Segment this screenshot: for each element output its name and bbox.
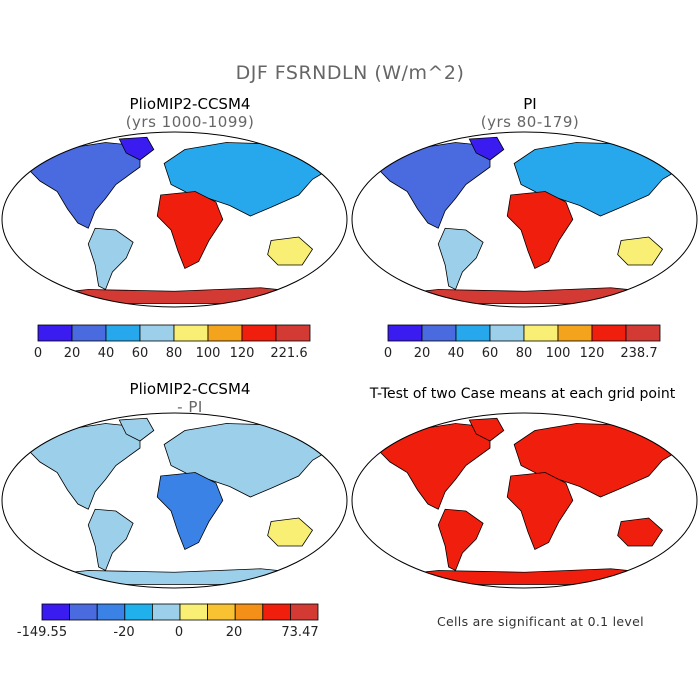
cb1-label: 40 — [97, 346, 115, 361]
colorbar-swatch — [207, 603, 236, 621]
landmass-greenland — [118, 417, 155, 442]
landmass-greenland — [118, 136, 155, 161]
panel2-subtitle: (yrs 80-179) — [480, 113, 580, 131]
significance-note: Cells are significant at 0.1 level — [437, 614, 644, 629]
landmass-africa — [506, 191, 574, 270]
colorbar-swatch — [241, 324, 277, 342]
landmass-africa — [156, 191, 224, 270]
colorbar-swatch — [69, 603, 98, 621]
colorbar-swatch — [387, 324, 423, 342]
cb1-label: 0 — [33, 346, 43, 361]
figure-title: DJF FSRNDLN (W/m^2) — [235, 62, 465, 84]
map-panel-3-shapes — [1, 412, 348, 589]
cb2-label: 238.7 — [620, 346, 658, 361]
cb2-label: 80 — [515, 346, 533, 361]
colorbar-swatch — [289, 603, 319, 621]
landmass-namerica — [25, 423, 141, 510]
landmass-namerica — [25, 142, 141, 229]
map-panel-4-shapes — [351, 412, 698, 589]
cb1-label: 221.6 — [270, 346, 308, 361]
colorbar-swatch — [37, 324, 73, 342]
landmass-antarctica — [35, 287, 314, 304]
colorbar-swatch — [96, 603, 126, 621]
panel1-title: PlioMIP2-CCSM4 — [129, 95, 251, 113]
cb1-label: 120 — [229, 346, 255, 361]
landmass-africa — [506, 472, 574, 551]
colorbar-swatch — [591, 324, 627, 342]
colorbar-swatch — [124, 603, 153, 621]
cb3-label: 73.47 — [281, 625, 319, 640]
panel3-title: PlioMIP2-CCSM4 — [129, 380, 251, 398]
landmass-australia — [617, 236, 664, 266]
map-panel-1-shapes — [1, 131, 348, 308]
panel3-subtitle: - PI — [177, 398, 203, 416]
cb1-label: 100 — [195, 346, 221, 361]
landmass-samerica — [437, 227, 484, 291]
landmass-antarctica — [35, 568, 314, 585]
colorbar-swatch — [105, 324, 141, 342]
landmass-namerica — [375, 423, 491, 510]
cb3-label: -20 — [113, 625, 135, 640]
landmass-antarctica — [385, 287, 664, 304]
cb2-label: 40 — [447, 346, 465, 361]
colorbar-swatch — [173, 324, 209, 342]
cb2-label: 20 — [413, 346, 431, 361]
landmass-australia — [267, 236, 314, 266]
colorbar-swatch — [207, 324, 243, 342]
cb1-label: 60 — [131, 346, 149, 361]
colorbar-swatch — [179, 603, 209, 621]
colorbar-1 — [37, 324, 311, 342]
landmass-samerica — [437, 508, 484, 572]
landmass-antarctica — [385, 568, 664, 585]
colorbar-swatch — [275, 324, 311, 342]
landmass-australia — [267, 517, 314, 547]
map-panel-2-shapes — [351, 131, 698, 308]
landmass-samerica — [87, 227, 134, 291]
landmass-africa — [156, 472, 224, 551]
panel2-title: PI — [523, 95, 537, 113]
colorbar-swatch — [523, 324, 559, 342]
panel4-title: T-Test of two Case means at each grid po… — [369, 386, 676, 402]
colorbar-swatch — [234, 603, 264, 621]
colorbar-swatch — [421, 324, 457, 342]
cb2-label: 100 — [545, 346, 571, 361]
landmass-australia — [617, 517, 664, 547]
landmass-greenland — [468, 136, 505, 161]
colorbar-swatch — [625, 324, 661, 342]
cb3-label: 20 — [225, 625, 243, 640]
colorbar-3 — [41, 603, 319, 621]
colorbar-2 — [387, 324, 661, 342]
colorbar-swatch — [262, 603, 291, 621]
cb2-label: 0 — [383, 346, 393, 361]
cb1-label: 20 — [63, 346, 81, 361]
cb3-label: -149.55 — [16, 625, 68, 640]
colorbar-swatch — [557, 324, 593, 342]
cb3-label: 0 — [174, 625, 184, 640]
cb2-label: 120 — [579, 346, 605, 361]
panel1-subtitle: (yrs 1000-1099) — [125, 113, 255, 131]
colorbar-swatch — [455, 324, 491, 342]
cb2-label: 60 — [481, 346, 499, 361]
colorbar-swatch — [489, 324, 525, 342]
colorbar-swatch — [71, 324, 107, 342]
landmass-namerica — [375, 142, 491, 229]
landmass-samerica — [87, 508, 134, 572]
colorbar-swatch — [139, 324, 175, 342]
colorbar-swatch — [41, 603, 71, 621]
landmass-greenland — [468, 417, 505, 442]
colorbar-swatch — [152, 603, 181, 621]
cb1-label: 80 — [165, 346, 183, 361]
